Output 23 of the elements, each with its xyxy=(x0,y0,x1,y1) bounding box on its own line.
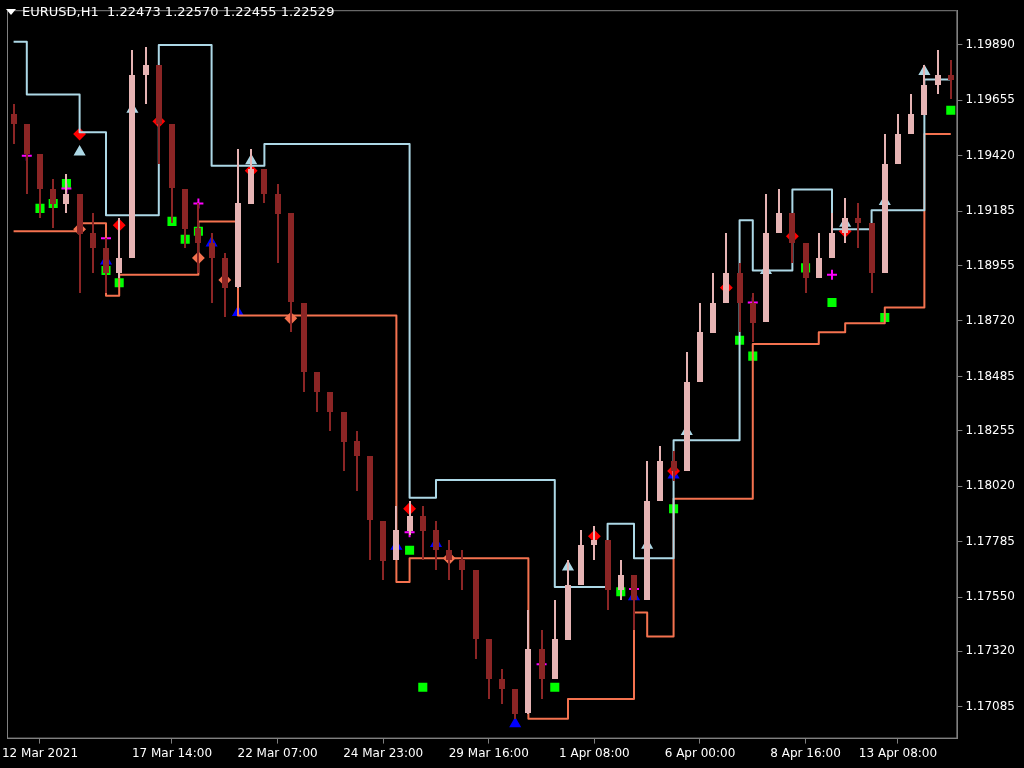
y-tick-label: 1.18720 xyxy=(965,313,1015,328)
x-tick-label: 6 Apr 00:00 xyxy=(664,745,736,760)
y-tick-label: 1.19655 xyxy=(965,92,1015,107)
x-tick-label: 22 Mar 07:00 xyxy=(237,745,318,760)
y-tick-label: 1.17550 xyxy=(965,589,1015,604)
x-tick-label: 29 Mar 16:00 xyxy=(448,745,529,760)
x-tick-label: 13 Apr 08:00 xyxy=(858,745,938,760)
y-tick-label: 1.19890 xyxy=(965,37,1015,52)
x-tick-label: 24 Mar 23:00 xyxy=(343,745,424,760)
x-tick-label: 12 Mar 2021 xyxy=(1,745,79,760)
x-tick-label: 1 Apr 08:00 xyxy=(559,745,630,760)
x-tick-label: 17 Mar 14:00 xyxy=(131,745,213,760)
x-tick-label: 8 Apr 16:00 xyxy=(770,745,841,760)
y-tick-label: 1.18485 xyxy=(965,368,1015,383)
y-tick-label: 1.17085 xyxy=(965,698,1015,713)
y-tick-label: 1.17785 xyxy=(965,533,1015,548)
y-tick-label: 1.18255 xyxy=(965,422,1015,437)
y-tick-label: 1.19185 xyxy=(965,203,1015,218)
y-tick-label: 1.19420 xyxy=(965,147,1015,162)
y-tick-label: 1.18020 xyxy=(965,478,1015,493)
chart-title: EURUSD,H1 1.22473 1.22570 1.22455 1.22529 xyxy=(22,4,335,19)
y-tick-label: 1.18955 xyxy=(965,257,1015,272)
y-tick-label: 1.17320 xyxy=(965,643,1015,658)
